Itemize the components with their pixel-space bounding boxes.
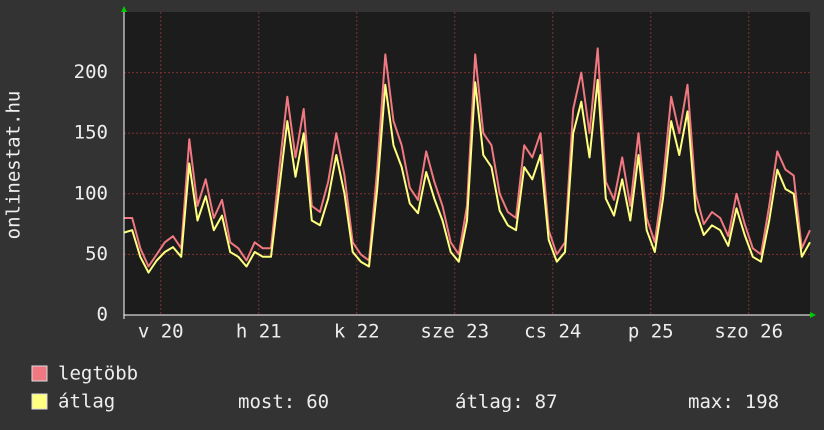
stat-label: most: (238, 391, 295, 413)
x-tick-label: szo 26 (714, 321, 783, 343)
stat: átlag: 87 (455, 391, 558, 413)
grid (124, 12, 810, 316)
y-tick-label: 150 (74, 122, 108, 144)
axis-arrow (810, 312, 816, 318)
stat: max: 198 (688, 391, 779, 413)
stat-value: 87 (535, 391, 558, 413)
stat: most: 60 (238, 391, 329, 413)
series-line (123, 78, 811, 274)
y-tick-label: 200 (74, 61, 108, 83)
plot-area (124, 12, 810, 315)
x-tick-label: sze 23 (420, 321, 489, 343)
legend-label: átlag (58, 391, 115, 413)
x-tick-label: k 22 (334, 321, 380, 343)
legend-swatch (31, 393, 48, 410)
stat-value: 60 (306, 391, 329, 413)
stat-value: 198 (745, 391, 779, 413)
x-tick-label: h 21 (236, 321, 282, 343)
y-tick-label: 0 (97, 304, 108, 326)
axis-arrow (121, 6, 127, 12)
lines (123, 47, 811, 274)
legend-label: legtöbb (58, 363, 138, 385)
stat-label: max: (688, 391, 734, 413)
y-tick-label: 50 (85, 243, 108, 265)
x-tick-label: p 25 (628, 321, 674, 343)
legend-swatch (31, 365, 48, 382)
x-tick-label: cs 24 (524, 321, 581, 343)
y-axis-label: onlinestat.hu (3, 91, 25, 240)
labels: 0 50 100 150 200 v 20 h 21 k 22 sze 23 cs 24 p 25 s… (31, 61, 783, 413)
stat-label: átlag: (455, 391, 524, 413)
y-tick-label: 100 (74, 182, 108, 204)
x-tick-label: v 20 (138, 321, 184, 343)
